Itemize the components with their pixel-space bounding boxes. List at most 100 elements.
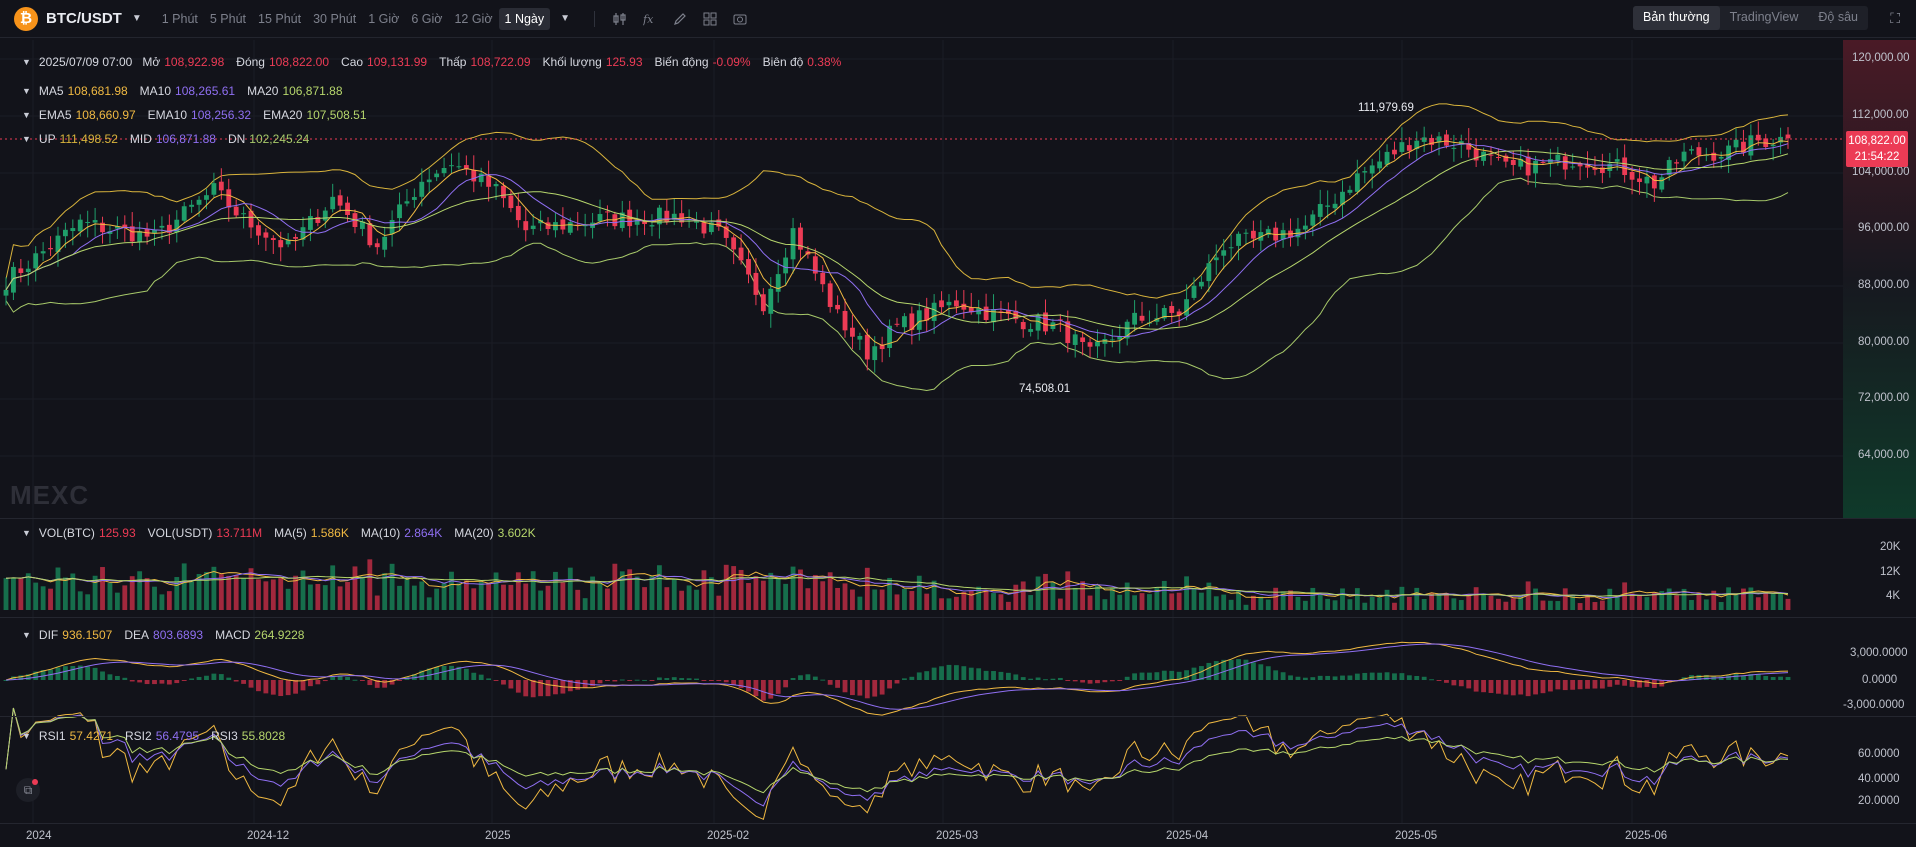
volume-bar	[211, 566, 217, 610]
volume-bar	[1013, 584, 1019, 610]
vol-ma10-value: 2.864K	[404, 526, 443, 540]
candle-body	[553, 222, 558, 231]
candle-body	[1280, 230, 1286, 240]
candle-body	[85, 222, 91, 224]
volume-bar	[1117, 594, 1123, 610]
collapse-chevron-icon[interactable]: ▼	[22, 731, 31, 741]
macd-histogram-bar	[1043, 679, 1048, 681]
volume-bar	[181, 563, 187, 610]
macd-histogram-bar	[263, 680, 269, 694]
volume-bar	[783, 583, 789, 610]
volume-bar	[671, 579, 677, 610]
volume-bar	[1236, 590, 1241, 610]
macd-histogram-bar	[241, 680, 247, 684]
ohlc-legend: ▼ 2025/07/09 07:00 Mở 108,922.98 Đóng 10…	[22, 55, 853, 69]
interval-dropdown-icon[interactable]: ▼	[560, 13, 571, 24]
candle-body	[909, 313, 915, 330]
macd-histogram-bar	[248, 680, 254, 688]
interval-1d[interactable]: 1 Ngày	[498, 7, 551, 30]
volume-bar	[1785, 598, 1791, 610]
interval-6h[interactable]: 6 Giờ	[411, 11, 443, 26]
macd-histogram-bar	[1399, 673, 1405, 680]
symbol-selector[interactable]: BTC/USDT	[46, 10, 122, 27]
rsi-legend: ▼ RSI1 57.4271 RSI2 56.4795 RSI3 55.8028	[22, 729, 297, 743]
interval-15m[interactable]: 15 Phút	[258, 11, 302, 26]
candle-body	[1466, 143, 1472, 150]
tab-standard-view[interactable]: Bản thường	[1632, 6, 1720, 30]
toolbar-divider	[594, 10, 596, 27]
date-tick: 2025-02	[707, 830, 750, 842]
candle-body	[1020, 322, 1026, 330]
indicators-icon[interactable]: fx	[635, 8, 665, 30]
layout-settings-icon[interactable]: ⧉	[16, 778, 40, 802]
macd-histogram-bar	[1785, 676, 1791, 680]
macd-histogram-bar	[1755, 674, 1761, 680]
macd-histogram-bar	[664, 678, 670, 680]
ema-legend: ▼ EMA5 108,660.97 EMA10 108,256.32 EMA20…	[22, 108, 379, 122]
high-label: Cao	[341, 55, 364, 69]
layout-grid-icon[interactable]	[695, 8, 725, 30]
collapse-chevron-icon[interactable]: ▼	[22, 630, 31, 640]
interval-5m[interactable]: 5 Phút	[209, 11, 247, 26]
volume-bar	[1585, 594, 1590, 610]
interval-30m[interactable]: 30 Phút	[313, 11, 357, 26]
volume-bar	[1607, 588, 1613, 610]
ema5-value: 108,660.97	[75, 108, 136, 122]
macd-histogram-bar	[538, 680, 544, 697]
macd-histogram-bar	[553, 680, 558, 695]
candle-body	[1429, 138, 1435, 145]
price-tick: 72,000.00	[1858, 392, 1910, 404]
macd-histogram-bar	[1258, 664, 1264, 680]
volume-bar	[924, 593, 930, 610]
interval-1h[interactable]: 1 Giờ	[368, 11, 400, 26]
collapse-chevron-icon[interactable]: ▼	[22, 134, 31, 144]
candle-body	[1302, 225, 1308, 230]
candle-body	[233, 206, 239, 216]
volume-bar	[1191, 588, 1197, 610]
volume-bar	[1392, 602, 1397, 610]
collapse-chevron-icon[interactable]: ▼	[22, 528, 31, 538]
tab-tradingview[interactable]: TradingView	[1729, 10, 1799, 24]
macd-histogram-bar	[805, 674, 811, 680]
volume-bar	[746, 583, 751, 610]
candle-body	[1488, 154, 1494, 156]
collapse-chevron-icon[interactable]: ▼	[22, 110, 31, 120]
draw-pencil-icon[interactable]	[665, 8, 695, 30]
ma-legend: ▼ MA5 108,681.98 MA10 108,265.61 MA20 10…	[22, 84, 355, 98]
candle-body	[1228, 247, 1234, 249]
candle-body	[582, 224, 588, 227]
candle-body	[1028, 329, 1034, 332]
macd-histogram-bar	[382, 680, 388, 688]
macd-histogram-bar	[708, 680, 714, 681]
volume-bar	[456, 583, 462, 610]
volume-bar	[434, 588, 440, 610]
volume-bar	[991, 593, 996, 610]
collapse-chevron-icon[interactable]: ▼	[22, 86, 31, 96]
candle-body	[1436, 136, 1442, 143]
macd-histogram-bar	[1139, 672, 1145, 680]
candle-body	[1421, 137, 1427, 142]
interval-1m[interactable]: 1 Phút	[161, 11, 198, 26]
macd-histogram-bar	[1325, 675, 1331, 680]
macd-histogram-bar	[1444, 680, 1449, 683]
collapse-chevron-icon[interactable]: ▼	[22, 57, 31, 67]
macd-histogram-bar	[1124, 676, 1130, 680]
macd-histogram-bar	[1733, 674, 1739, 680]
macd-histogram-bar	[545, 680, 551, 697]
fullscreen-icon[interactable]: ⛶	[1890, 10, 1900, 26]
chevron-down-icon[interactable]: ▼	[131, 13, 142, 24]
macd-histogram-bar	[419, 670, 425, 680]
open-value: 108,922.98	[164, 55, 225, 69]
macd-histogram-bar	[1577, 680, 1583, 690]
candle-body	[731, 237, 737, 250]
volume-bar	[1250, 595, 1256, 610]
interval-12h[interactable]: 12 Giờ	[454, 11, 493, 26]
macd-histogram-bar	[359, 680, 365, 681]
macd-histogram-bar	[1161, 670, 1167, 680]
camera-icon[interactable]	[725, 8, 755, 30]
macd-histogram-bar	[775, 680, 781, 694]
candle-type-icon[interactable]	[605, 8, 635, 30]
tab-depth[interactable]: Độ sâu	[1818, 10, 1858, 24]
panel-divider	[0, 617, 1916, 618]
